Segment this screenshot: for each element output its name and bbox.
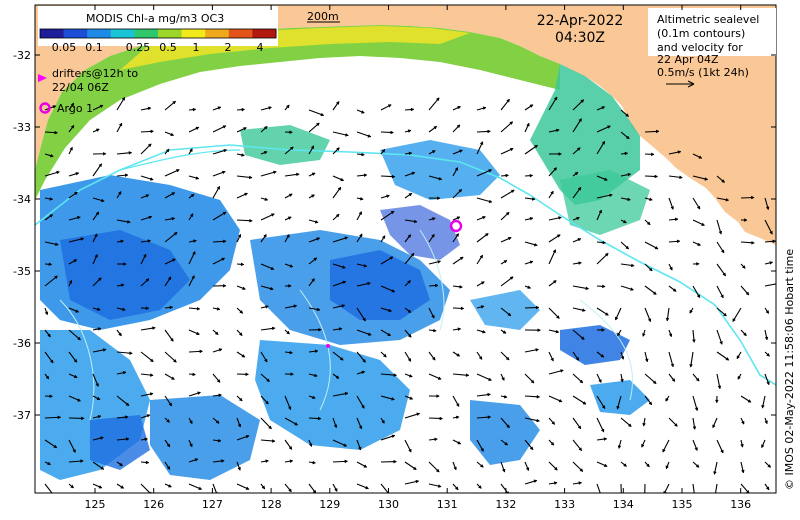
time-label: 04:30Z — [555, 30, 605, 46]
map-content — [35, 5, 776, 493]
land-mass — [35, 5, 776, 245]
scale-bar: 200m — [307, 10, 340, 23]
coastal-chl-band — [35, 25, 560, 200]
argo-legend-label: Argo 1 — [57, 102, 93, 115]
x-tick-label: 134 — [613, 498, 634, 511]
x-tick-label: 125 — [85, 498, 106, 511]
scale-bar-label: 200m — [307, 10, 339, 23]
colorbar-cell — [158, 29, 183, 38]
colorbar: MODIS Chl-a mg/m3 OC3 0.05 0.1 0.25 0.5 1 2 4 — [38, 6, 278, 54]
colorbar-tick-label: 0.25 — [126, 41, 151, 54]
colorbar-cell — [87, 29, 112, 38]
x-tick-label: 136 — [730, 498, 751, 511]
y-tick-label: -37 — [13, 409, 31, 422]
x-tick-label: 129 — [319, 498, 340, 511]
drifter-legend-label-2: 22/04 06Z — [52, 81, 109, 94]
colorbar-tick-label: 1 — [193, 41, 200, 54]
colorbar-cell — [228, 29, 253, 38]
colorbar-cell — [181, 29, 206, 38]
x-tick-label: 135 — [672, 498, 693, 511]
colorbar-cell — [134, 29, 159, 38]
y-tick-label: -36 — [13, 337, 31, 350]
colorbar-title: MODIS Chl-a mg/m3 OC3 — [86, 12, 224, 25]
y-axis-ticks: -32 -33 -34 -35 -36 -37 — [13, 49, 776, 422]
argo-circle-icon — [39, 102, 51, 114]
info-box: Altimetric sealevel (0.1m contours) and … — [648, 8, 776, 88]
x-tick-label: 130 — [378, 498, 399, 511]
map-legend: drifters@12h to 22/04 06Z Argo 1 — [38, 67, 138, 115]
credit-text: © IMOS 02-May-2022 11:58:06 Hobart time — [783, 249, 796, 490]
argo-float-marker[interactable] — [449, 219, 463, 233]
colorbar-tick-label: 4 — [257, 41, 264, 54]
colorbar-cells — [39, 28, 277, 39]
colorbar-tick-label: 0.05 — [52, 41, 77, 54]
info-box-bg — [648, 8, 776, 56]
date-label: 22-Apr-2022 — [537, 13, 624, 29]
x-tick-label: 131 — [437, 498, 458, 511]
info-line-2: (0.1m contours) — [657, 27, 745, 40]
y-tick-label: -34 — [13, 193, 31, 206]
y-tick-label: -32 — [13, 49, 31, 62]
colorbar-cell — [110, 29, 135, 38]
drifter-marker[interactable] — [326, 344, 330, 348]
colorbar-bg — [38, 6, 278, 46]
colorbar-cell — [63, 29, 88, 38]
map-frame — [34, 4, 777, 494]
y-tick-label: -33 — [13, 121, 31, 134]
x-tick-label: 127 — [202, 498, 223, 511]
drifter-arrow-icon — [38, 74, 47, 82]
colorbar-cell — [40, 29, 65, 38]
colorbar-tick-labels: 0.05 0.1 0.25 0.5 1 2 4 — [52, 41, 264, 54]
x-tick-label: 132 — [495, 498, 516, 511]
velocity-arrows — [44, 96, 776, 493]
info-line-4: 22 Apr 04Z — [657, 53, 719, 66]
info-line-3: and velocity for — [657, 41, 743, 54]
x-tick-label: 126 — [143, 498, 164, 511]
x-tick-label: 128 — [261, 498, 282, 511]
x-tick-label: 133 — [554, 498, 575, 511]
colorbar-cell — [252, 29, 277, 38]
colorbar-tick-label: 0.1 — [85, 41, 103, 54]
east-chl-patch — [530, 64, 640, 205]
colorbar-tick-label: 0.5 — [159, 41, 177, 54]
colorbar-cell — [205, 29, 230, 38]
info-line-5: 0.5m/s (1kt 24h) — [657, 66, 749, 79]
info-line-1: Altimetric sealevel — [657, 13, 759, 26]
colorbar-tick-label: 2 — [225, 41, 232, 54]
sea-level-contours-faint — [59, 229, 634, 421]
x-axis-ticks: 125 126 127 128 129 130 131 132 133 134 135 136 — [85, 5, 751, 511]
offshore-chl-patches — [40, 125, 650, 480]
drifter-legend-label: drifters@12h to — [52, 67, 138, 80]
y-tick-label: -35 — [13, 265, 31, 278]
